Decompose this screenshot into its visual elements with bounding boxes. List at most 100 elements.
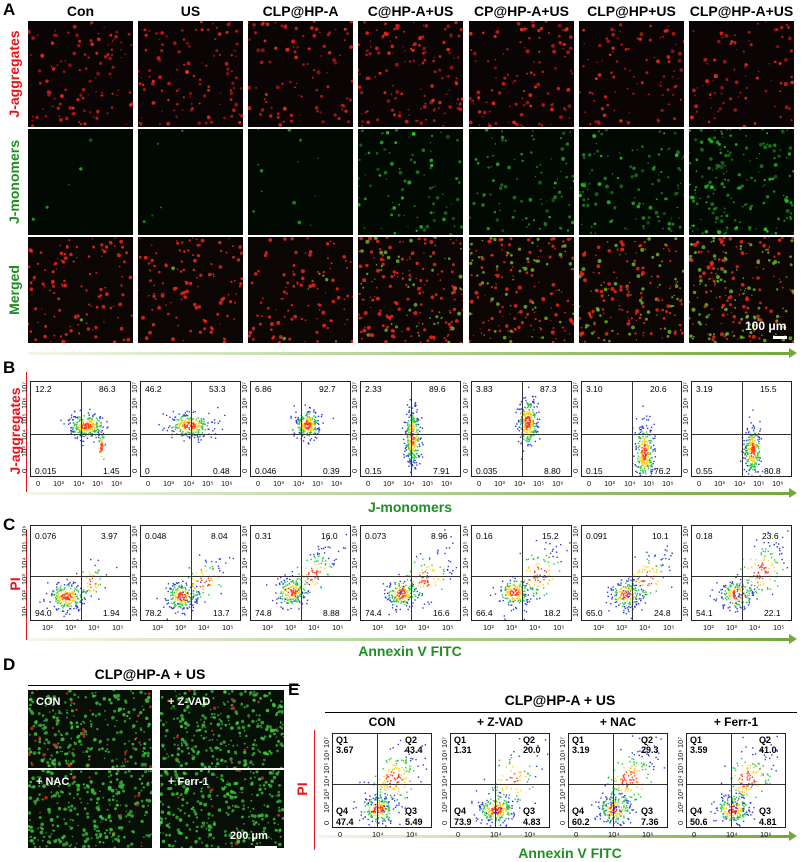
event-dot: [299, 427, 302, 430]
cell-dot: [153, 264, 156, 268]
cell-dot: [666, 335, 670, 338]
cell-dot: [703, 305, 707, 309]
event-dot: [634, 464, 636, 466]
event-dot: [758, 433, 760, 435]
event-dot: [178, 593, 180, 595]
event-dot: [533, 414, 535, 417]
event-dot: [749, 441, 751, 443]
cell-dot: [188, 239, 191, 242]
cell-dot: [102, 249, 107, 254]
cell-dot: [763, 145, 768, 150]
cell-dot: [674, 314, 676, 317]
event-dot: [743, 448, 745, 450]
cell-dot: [607, 294, 610, 296]
cell-dot: [790, 203, 794, 207]
event-dot: [751, 465, 753, 468]
event-dot: [308, 435, 310, 437]
cell-dot: [697, 268, 702, 272]
event-dot: [411, 407, 414, 409]
event-dot: [412, 433, 414, 435]
cell-dot: [393, 27, 396, 31]
panel-b-xtick: 10⁶: [552, 479, 564, 488]
event-dot: [408, 409, 411, 412]
cell-dot: [363, 299, 365, 301]
cell-dot: [151, 101, 156, 105]
cell-dot: [641, 145, 644, 148]
cell-dot: [248, 334, 251, 338]
cell-dot: [720, 130, 723, 133]
cell-dot: [59, 118, 63, 122]
cell-dot: [696, 87, 699, 89]
cell-dot: [773, 105, 776, 108]
event-dot: [92, 574, 95, 577]
cell-dot: [550, 237, 554, 241]
event-dot: [757, 452, 759, 454]
event-dot: [639, 467, 642, 469]
cell-dot: [624, 67, 627, 70]
cell-dot: [715, 167, 718, 170]
event-dot: [81, 603, 83, 605]
cell-dot: [332, 58, 336, 62]
event-dot: [646, 449, 648, 452]
cell-dot: [519, 113, 524, 117]
event-dot: [199, 422, 201, 424]
event-dot: [528, 438, 530, 440]
cell-dot: [358, 85, 362, 89]
event-dot: [415, 425, 417, 427]
cell-dot: [151, 308, 154, 311]
event-dot: [82, 432, 84, 435]
cell-dot: [77, 313, 79, 316]
cell-dot: [88, 303, 91, 306]
cell-dot: [167, 81, 171, 86]
event-dot: [166, 603, 168, 605]
panel-c-ytick: 10⁴: [20, 557, 29, 569]
cell-dot: [603, 339, 606, 342]
cell-dot: [752, 323, 756, 328]
event-dot: [92, 429, 95, 431]
cell-dot: [425, 279, 429, 282]
event-dot: [414, 455, 416, 457]
cell-dot: [96, 37, 101, 42]
event-dot: [520, 424, 522, 426]
event-dot: [192, 593, 195, 595]
event-dot: [417, 432, 419, 435]
cell-dot: [681, 269, 684, 273]
cell-dot: [149, 261, 152, 263]
cell-dot: [443, 337, 446, 340]
event-dot: [316, 437, 318, 439]
event-dot: [747, 442, 750, 445]
event-dot: [408, 461, 410, 463]
cell-dot: [682, 155, 684, 159]
event-dot: [306, 417, 308, 419]
event-dot: [75, 416, 77, 419]
event-dot: [96, 419, 99, 421]
event-dot: [184, 427, 186, 429]
event-dot: [174, 612, 177, 614]
cell-dot: [509, 329, 513, 333]
event-dot: [750, 457, 752, 459]
event-dot: [302, 417, 305, 419]
event-dot: [642, 454, 644, 457]
cell-dot: [148, 269, 152, 272]
event-dot: [181, 416, 184, 418]
event-dot: [187, 436, 189, 438]
event-dot: [178, 424, 181, 426]
cell-dot: [689, 226, 691, 229]
cell-dot: [144, 33, 148, 37]
cell-dot: [35, 115, 39, 120]
panel-a-col-header: CLP@HP-A: [262, 3, 339, 19]
cell-dot: [148, 294, 150, 297]
event-dot: [746, 465, 749, 467]
event-dot: [756, 445, 758, 447]
cell-dot: [270, 328, 273, 331]
cell-dot: [101, 248, 104, 251]
cell-dot: [369, 296, 372, 298]
event-dot: [90, 430, 92, 432]
cell-dot: [182, 96, 185, 99]
cell-dot: [53, 264, 55, 266]
cell-dot: [588, 91, 592, 94]
event-dot: [409, 452, 411, 455]
cell-dot: [539, 164, 541, 166]
cell-dot: [586, 188, 589, 191]
event-dot: [521, 417, 523, 419]
